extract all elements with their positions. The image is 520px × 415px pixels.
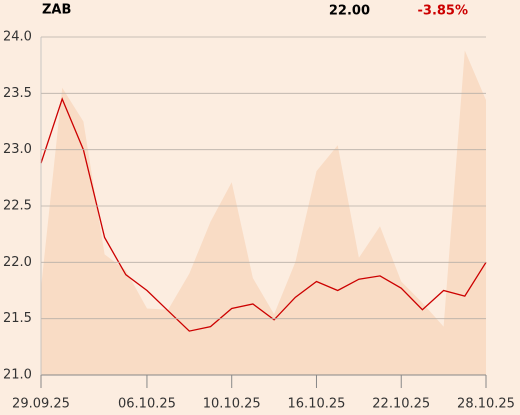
symbol: ZAB — [42, 3, 71, 18]
x-tick-label: 16.10.25 — [288, 397, 346, 412]
y-tick-label: 22.5 — [3, 199, 32, 214]
y-tick-label: 23.0 — [3, 142, 32, 157]
x-tick-label: 06.10.25 — [118, 397, 176, 412]
x-tick-label: 22.10.25 — [372, 397, 430, 412]
change: -3.85% — [418, 4, 469, 19]
x-tick-label: 28.10.25 — [457, 397, 515, 412]
price: 22.00 — [329, 4, 370, 19]
price-line — [40, 97, 487, 332]
y-tick-label: 23.5 — [3, 86, 32, 101]
y-tick-label: 24.0 — [3, 30, 32, 45]
y-tick-label: 21.5 — [3, 311, 32, 326]
y-tick-label: 22.0 — [3, 255, 32, 270]
x-tick-label: 29.09.25 — [12, 397, 70, 412]
x-tick-label: 10.10.25 — [203, 397, 261, 412]
area — [41, 50, 486, 375]
y-tick-label: 21.0 — [3, 368, 32, 383]
